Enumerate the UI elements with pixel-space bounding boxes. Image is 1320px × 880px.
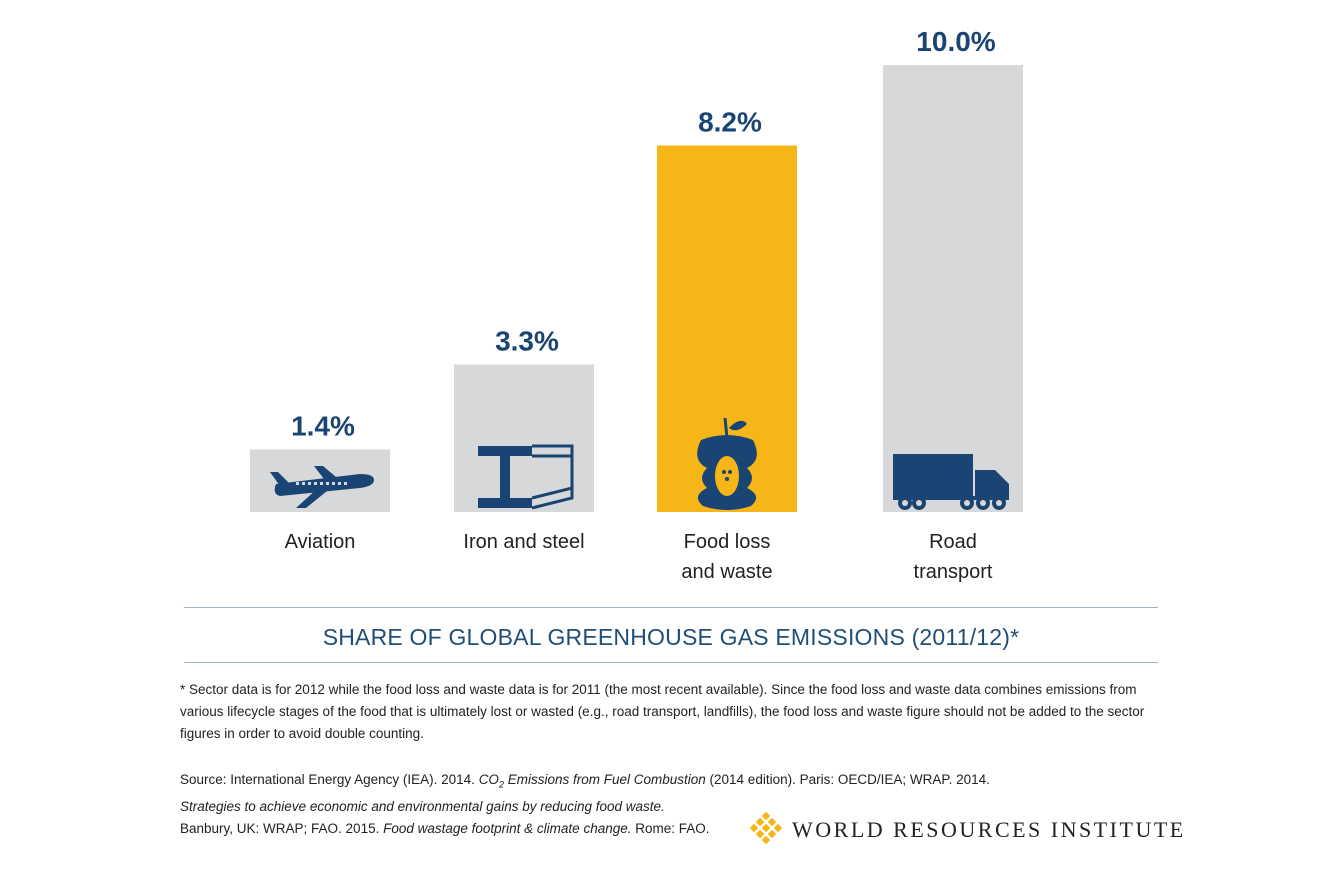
- bar-group: 3.3% Iron and steel: [454, 325, 594, 553]
- source-title: CO2 Emissions from Fuel Combustion: [478, 772, 706, 790]
- airplane-icon: [270, 466, 374, 508]
- footnote: * Sector data is for 2012 while the food…: [180, 682, 1145, 741]
- bar-value-label: 10.0%: [916, 26, 995, 57]
- source-citation: Source: International Energy Agency (IEA…: [180, 769, 1160, 840]
- source-line-3: Banbury, UK: WRAP; FAO. 2015. Food wasta…: [180, 818, 1160, 840]
- category-label: Road transport: [914, 531, 993, 583]
- category-label: Food loss and waste: [681, 531, 772, 583]
- bar-chart: 1.4% Aviation 3.3% Iron and steel 8.2% Food l…: [250, 26, 1023, 583]
- bar-value-label: 8.2%: [698, 106, 762, 137]
- apple-core-icon: [697, 417, 757, 510]
- source-line-1: Source: International Energy Agency (IEA…: [180, 769, 1160, 796]
- source-text: Rome: FAO.: [631, 820, 710, 836]
- source-line-2: Strategies to achieve economic and envir…: [180, 798, 665, 814]
- category-label: Iron and steel: [463, 531, 584, 553]
- bar: [883, 65, 1023, 512]
- wri-logo-mark: [749, 812, 783, 845]
- category-label: Aviation: [285, 531, 356, 553]
- title-rule-top: [184, 607, 1158, 608]
- chart-title: SHARE OF GLOBAL GREENHOUSE GAS EMISSIONS…: [322, 624, 1020, 650]
- wri-logo-text: WORLD RESOURCES INSTITUTE: [792, 817, 1186, 842]
- wri-logo: WORLD RESOURCES INSTITUTE: [748, 810, 1186, 850]
- bar-group: 10.0% Road transport: [883, 26, 1023, 583]
- bar-group: 8.2% Food loss and waste: [657, 106, 797, 583]
- title-rule-bottom: [184, 662, 1158, 663]
- bar-value-label: 1.4%: [291, 410, 355, 441]
- bar-value-label: 3.3%: [495, 325, 559, 356]
- bar-group: 1.4% Aviation: [250, 410, 390, 553]
- truck-icon: [893, 454, 1009, 510]
- source-title-rest: Emissions from Fuel Combustion: [503, 772, 706, 787]
- source-text: Source: International Energy Agency (IEA…: [180, 772, 479, 787]
- source-subscript: 2: [498, 779, 504, 790]
- steel-beam-icon: [478, 444, 574, 510]
- source-co: CO: [478, 772, 499, 787]
- source-text: Banbury, UK: WRAP; FAO. 2015.: [180, 820, 384, 836]
- source-text: (2014 edition). Paris: OECD/IEA; WRAP. 2…: [705, 772, 990, 787]
- source-title: Food wastage footprint & climate change.: [383, 820, 632, 836]
